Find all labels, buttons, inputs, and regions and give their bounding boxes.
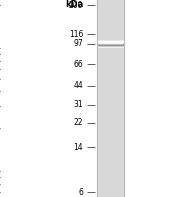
Text: 200: 200 — [69, 1, 83, 10]
Text: 6: 6 — [78, 188, 83, 197]
Text: 116: 116 — [69, 30, 83, 39]
Text: 97: 97 — [73, 39, 83, 48]
Text: 66: 66 — [73, 60, 83, 69]
Text: 14: 14 — [74, 143, 83, 152]
Text: 22: 22 — [74, 118, 83, 127]
Text: 44: 44 — [73, 81, 83, 90]
Text: kDa: kDa — [65, 0, 83, 9]
Text: 31: 31 — [74, 100, 83, 109]
